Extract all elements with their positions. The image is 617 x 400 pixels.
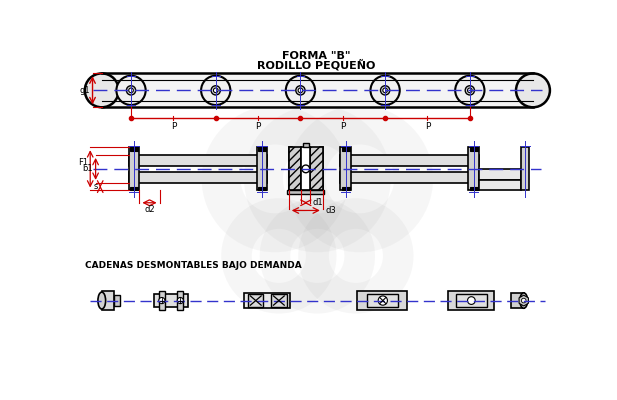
Circle shape [370, 76, 400, 105]
Circle shape [286, 76, 315, 105]
Circle shape [381, 86, 390, 95]
Bar [357, 291, 407, 310]
Bar [341, 147, 351, 190]
Circle shape [126, 86, 136, 95]
Circle shape [383, 88, 387, 93]
Bar [342, 147, 350, 151]
Circle shape [468, 297, 475, 304]
Circle shape [302, 165, 310, 173]
Bar [130, 186, 138, 190]
Circle shape [117, 76, 146, 105]
Bar [341, 172, 479, 183]
Bar [310, 147, 323, 190]
Bar [288, 190, 325, 194]
Bar [248, 294, 263, 308]
Circle shape [521, 298, 526, 303]
Text: FORMA "B": FORMA "B" [281, 51, 350, 61]
Text: d2: d2 [144, 205, 155, 214]
Circle shape [159, 298, 165, 304]
Text: d1: d1 [313, 198, 323, 207]
Text: P: P [255, 122, 261, 131]
Bar [470, 147, 478, 151]
Circle shape [455, 76, 484, 105]
Text: P: P [340, 122, 346, 131]
Bar [320, 147, 323, 190]
Circle shape [201, 76, 230, 105]
Ellipse shape [85, 74, 118, 107]
Circle shape [378, 296, 387, 305]
Bar [342, 186, 350, 190]
Bar [289, 147, 292, 190]
Circle shape [296, 86, 305, 95]
Bar [129, 155, 267, 166]
Text: F1: F1 [78, 158, 88, 167]
Text: P: P [424, 122, 430, 131]
Ellipse shape [516, 74, 550, 107]
Circle shape [298, 88, 303, 93]
Circle shape [177, 298, 183, 304]
Bar [130, 147, 138, 151]
Bar [479, 169, 521, 180]
Bar [449, 291, 494, 310]
Bar [159, 291, 165, 310]
Bar [154, 294, 188, 308]
Bar [468, 147, 479, 190]
Circle shape [468, 88, 472, 93]
Bar [303, 143, 309, 147]
Text: s: s [94, 182, 98, 191]
Text: d3: d3 [325, 206, 336, 215]
Circle shape [465, 86, 474, 95]
Bar [521, 147, 529, 190]
Ellipse shape [520, 293, 528, 308]
Bar [341, 155, 479, 166]
Circle shape [211, 86, 220, 95]
Bar [258, 147, 266, 151]
Bar [301, 147, 310, 190]
Bar [129, 147, 139, 190]
Bar [511, 293, 524, 308]
Text: b1: b1 [83, 164, 93, 173]
Bar [244, 293, 291, 308]
Text: g1: g1 [80, 86, 90, 95]
Bar [456, 294, 487, 307]
Circle shape [129, 88, 133, 93]
Polygon shape [519, 295, 528, 306]
Bar [367, 294, 398, 308]
Bar [271, 294, 286, 308]
Bar [479, 180, 521, 190]
Text: P: P [171, 122, 176, 131]
Bar [258, 186, 266, 190]
Ellipse shape [98, 292, 106, 309]
Bar [289, 147, 301, 190]
Bar [257, 147, 267, 190]
Bar [177, 291, 183, 310]
Circle shape [213, 88, 218, 93]
Text: CADENAS DESMONTABLES BAJO DEMANDA: CADENAS DESMONTABLES BAJO DEMANDA [85, 261, 302, 270]
Bar [102, 74, 533, 107]
Text: RODILLO PEQUEÑO: RODILLO PEQUEÑO [257, 59, 375, 70]
Bar [129, 172, 267, 183]
Bar [102, 291, 114, 310]
Bar [470, 186, 478, 190]
Bar [114, 295, 120, 306]
